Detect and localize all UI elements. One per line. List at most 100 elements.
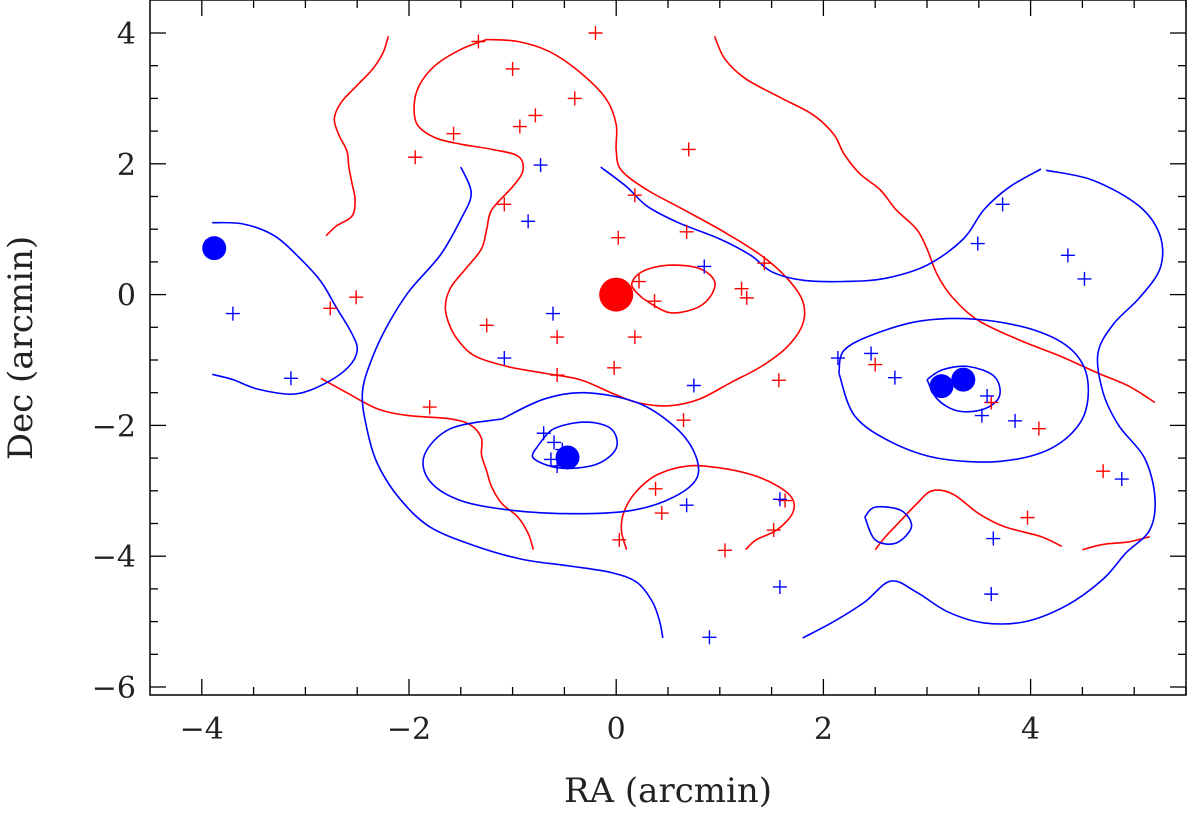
blue-plus-point [686, 378, 701, 393]
tick-labels: −4 −2 0 2 4 4 2 0 −2 −4 −6 [92, 17, 1040, 747]
red-plus-point [757, 256, 772, 271]
blue-plus-point [772, 579, 787, 594]
red-plus-point [627, 330, 642, 345]
blue-plus-point [543, 452, 558, 467]
blue-plus-point [984, 587, 999, 602]
blue-contour-8 [211, 221, 359, 396]
y-tick-label: −6 [92, 671, 136, 706]
x-tick-label: 0 [607, 712, 626, 747]
red-contour-3 [713, 35, 1156, 404]
red-contour-7 [1082, 535, 1150, 551]
red-plus-point [1020, 510, 1035, 525]
x-tick-label: 4 [1021, 712, 1040, 747]
red-plus-point [497, 197, 512, 212]
blue-filled-circle [929, 374, 954, 399]
red-plus-point [681, 142, 696, 157]
blue-contour-9 [361, 166, 664, 639]
red-plus-point [647, 294, 662, 309]
red-plus-point [607, 360, 622, 375]
blue-filled-circle [555, 445, 580, 470]
red-contour-1 [413, 38, 806, 407]
red-plus-point [717, 543, 732, 558]
red-plus-point [648, 481, 663, 496]
blue-plus-point [521, 214, 536, 229]
red-plus-point [868, 357, 883, 372]
red-contour-6 [874, 489, 1063, 551]
y-tick-label: −2 [92, 409, 136, 444]
blue-plus-point [546, 306, 561, 321]
blue-plus-point [772, 492, 787, 507]
contour-lines [211, 35, 1164, 639]
blue-plus-point [225, 306, 240, 321]
blue-filled-circle [202, 236, 227, 261]
red-plus-point [1031, 421, 1046, 436]
red-plus-point [612, 532, 627, 547]
blue-plus-point [864, 346, 879, 361]
red-plus-point [654, 506, 669, 521]
blue-plus-point [283, 371, 298, 386]
blue-plus-point [1114, 472, 1129, 487]
x-tick-label: −4 [180, 712, 224, 747]
axis-ticks [150, 0, 1187, 695]
red-plus-point [408, 150, 423, 165]
blue-plus-point [980, 388, 995, 403]
blue-plus-point [830, 351, 845, 366]
blue-plus-point [970, 236, 985, 251]
blue-plus-point [497, 351, 512, 366]
blue-plus-point [974, 408, 989, 423]
blue-contour-11 [531, 421, 619, 470]
red-plus-point [550, 330, 565, 345]
red-plus-point [528, 108, 543, 123]
red-plus-point [446, 126, 461, 141]
red-plus-point [349, 290, 364, 305]
red-plus-point [588, 26, 603, 40]
blue-plus-point [697, 259, 712, 274]
red-plus-point [422, 400, 437, 415]
y-tick-label: 0 [117, 279, 136, 314]
blue-plus-point [995, 197, 1010, 212]
blue-contour-10 [422, 391, 700, 515]
red-contour-0 [325, 36, 390, 237]
blue-filled-circle [951, 367, 976, 392]
red-plus-point [679, 224, 694, 239]
blue-plus-point [679, 498, 694, 513]
red-contour-2 [630, 264, 716, 314]
red-contour-5 [620, 464, 796, 551]
red-plus-point [734, 281, 749, 296]
y-tick-label: 4 [117, 17, 136, 52]
red-plus-point [766, 523, 781, 538]
red-plus-point [550, 368, 565, 383]
red-plus-point [567, 91, 582, 106]
data-markers [202, 26, 1129, 645]
red-plus-point [611, 230, 626, 245]
blue-contour-12 [600, 166, 1042, 283]
blue-plus-point [1077, 271, 1092, 286]
red-filled-circle [599, 277, 634, 312]
red-plus-point [323, 301, 338, 316]
blue-plus-point [702, 630, 717, 645]
red-plus-point [1096, 464, 1111, 479]
red-plus-point [739, 290, 754, 305]
blue-contour-16 [864, 505, 913, 545]
blue-plus-point [533, 158, 548, 173]
red-plus-point [505, 61, 520, 76]
red-plus-point [512, 119, 527, 134]
blue-plus-point [887, 370, 902, 385]
x-tick-label: 2 [814, 712, 833, 747]
blue-plus-point [547, 435, 562, 450]
blue-plus-point [1008, 413, 1023, 428]
y-tick-label: −4 [92, 540, 136, 575]
blue-plus-point [536, 426, 551, 441]
blue-contour-14 [838, 317, 1090, 463]
red-plus-point [627, 188, 642, 203]
x-axis-label: RA (arcmin) [564, 771, 772, 811]
red-plus-point [676, 413, 691, 428]
red-plus-point [631, 274, 646, 289]
red-plus-point [479, 318, 494, 333]
blue-plus-point [986, 531, 1001, 546]
blue-plus-point [1060, 248, 1075, 263]
y-axis-label: Dec (arcmin) [1, 236, 41, 460]
blue-contour-15 [926, 365, 1001, 413]
red-plus-point [771, 373, 786, 388]
